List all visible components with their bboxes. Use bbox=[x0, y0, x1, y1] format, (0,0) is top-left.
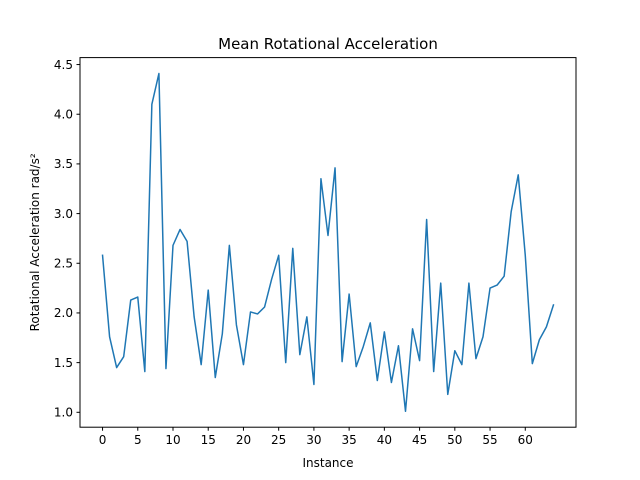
chart-title: Mean Rotational Acceleration bbox=[218, 35, 438, 53]
y-axis: 1.0 1.5 2.0 2.5 3.0 3.5 4.0 4.5 bbox=[54, 58, 80, 420]
y-tick-label: 2.0 bbox=[54, 306, 73, 320]
x-axis-label: Instance bbox=[302, 456, 353, 470]
x-tick-label: 5 bbox=[134, 433, 142, 447]
x-tick-label: 60 bbox=[518, 433, 533, 447]
y-axis-label: Rotational Acceleration rad/s² bbox=[28, 153, 42, 331]
x-tick-label: 40 bbox=[377, 433, 392, 447]
x-tick-label: 25 bbox=[271, 433, 286, 447]
y-tick-label: 3.5 bbox=[54, 157, 73, 171]
x-tick-label: 10 bbox=[165, 433, 180, 447]
y-tick-label: 2.5 bbox=[54, 257, 73, 271]
x-tick-label: 20 bbox=[236, 433, 251, 447]
x-axis: 0 5 10 15 20 25 30 35 40 45 50 55 60 bbox=[99, 427, 533, 447]
y-tick-label: 3.0 bbox=[54, 207, 73, 221]
plot-area bbox=[101, 72, 555, 413]
series-line bbox=[101, 72, 555, 413]
y-tick-label: 1.5 bbox=[54, 356, 73, 370]
x-tick-label: 0 bbox=[99, 433, 107, 447]
y-tick-label: 1.0 bbox=[54, 406, 73, 420]
y-tick-label: 4.5 bbox=[54, 58, 73, 72]
x-tick-label: 35 bbox=[341, 433, 356, 447]
y-tick-label: 4.0 bbox=[54, 108, 73, 122]
x-tick-label: 50 bbox=[447, 433, 462, 447]
x-tick-label: 55 bbox=[482, 433, 497, 447]
x-tick-label: 15 bbox=[201, 433, 216, 447]
x-tick-label: 30 bbox=[306, 433, 321, 447]
x-tick-label: 45 bbox=[412, 433, 427, 447]
axes-frame bbox=[79, 57, 577, 428]
